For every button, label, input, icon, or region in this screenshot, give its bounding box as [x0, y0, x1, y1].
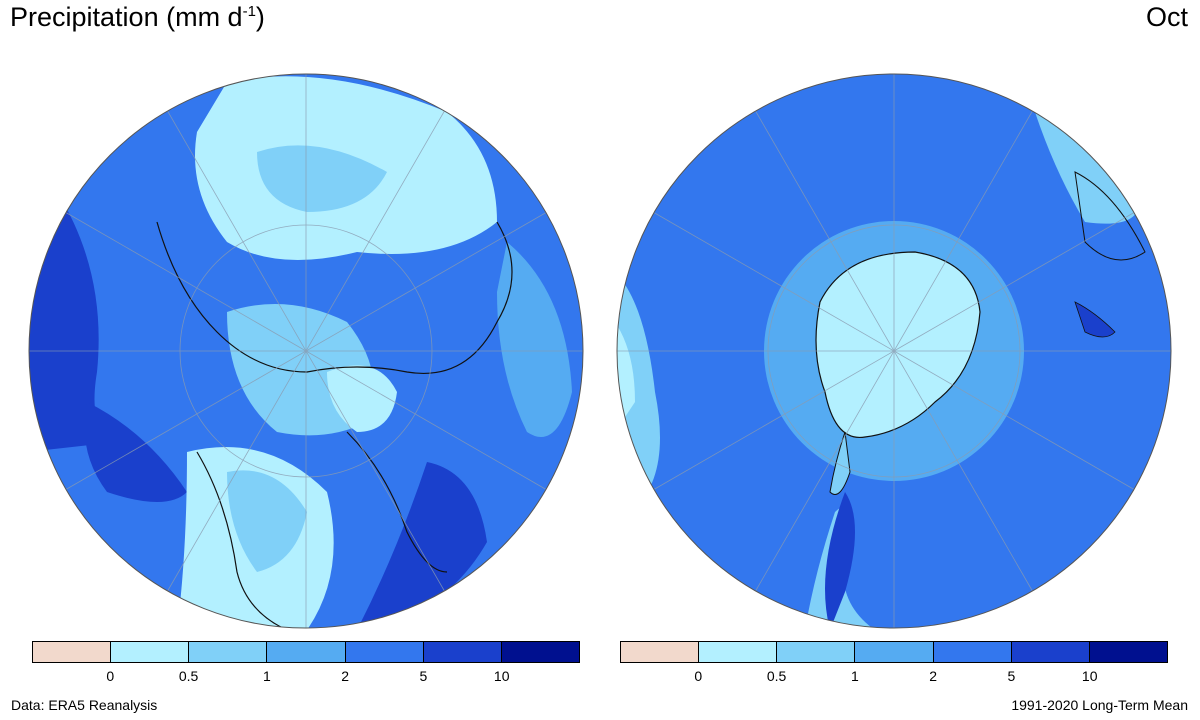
colorbar-tick-label: 5	[1007, 668, 1016, 684]
colorbar-segment	[933, 642, 1012, 662]
colorbar-segment	[1089, 642, 1167, 662]
colorbar-segment	[345, 642, 424, 662]
colorbar-segment	[111, 642, 190, 662]
colorbar-tick-label: 2	[341, 668, 350, 684]
colorbar-tick-label: 0	[106, 668, 115, 684]
colorbar-left: 0 0.5 1 2 5 10	[32, 641, 580, 691]
north-hemisphere-map	[28, 73, 584, 629]
colorbar-segment	[423, 642, 502, 662]
colorbar-tick-label: 10	[493, 668, 510, 684]
colorbar-segment	[621, 642, 700, 662]
colorbar-segment	[1011, 642, 1090, 662]
chart-title: Precipitation (mm d-1)	[10, 2, 265, 32]
colorbar-segment	[501, 642, 579, 662]
colorbar-tick-label: 1	[850, 668, 859, 684]
colorbar-tick-label: 0.5	[766, 668, 787, 684]
colorbar-tick-label: 0	[694, 668, 703, 684]
colorbar-boxes	[620, 641, 1168, 663]
colorbar-segment	[699, 642, 778, 662]
colorbar-tick-label: 0.5	[178, 668, 199, 684]
colorbar-segment	[855, 642, 934, 662]
colorbar-segment	[189, 642, 268, 662]
south-hemisphere-map	[616, 73, 1172, 629]
colorbar-segment	[777, 642, 856, 662]
colorbar-segment	[33, 642, 112, 662]
colorbar-tick-label: 5	[419, 668, 428, 684]
colorbar-tick-label: 2	[929, 668, 938, 684]
data-source-label: Data: ERA5 Reanalysis	[11, 697, 158, 713]
colorbar-segment	[267, 642, 346, 662]
colorbar-tick-label: 10	[1081, 668, 1098, 684]
colorbar-boxes	[32, 641, 580, 663]
colorbar-right: 0 0.5 1 2 5 10	[620, 641, 1168, 691]
period-label: 1991-2020 Long-Term Mean	[1011, 697, 1188, 713]
month-label: Oct	[1145, 2, 1188, 32]
colorbar-tick-label: 1	[262, 668, 271, 684]
